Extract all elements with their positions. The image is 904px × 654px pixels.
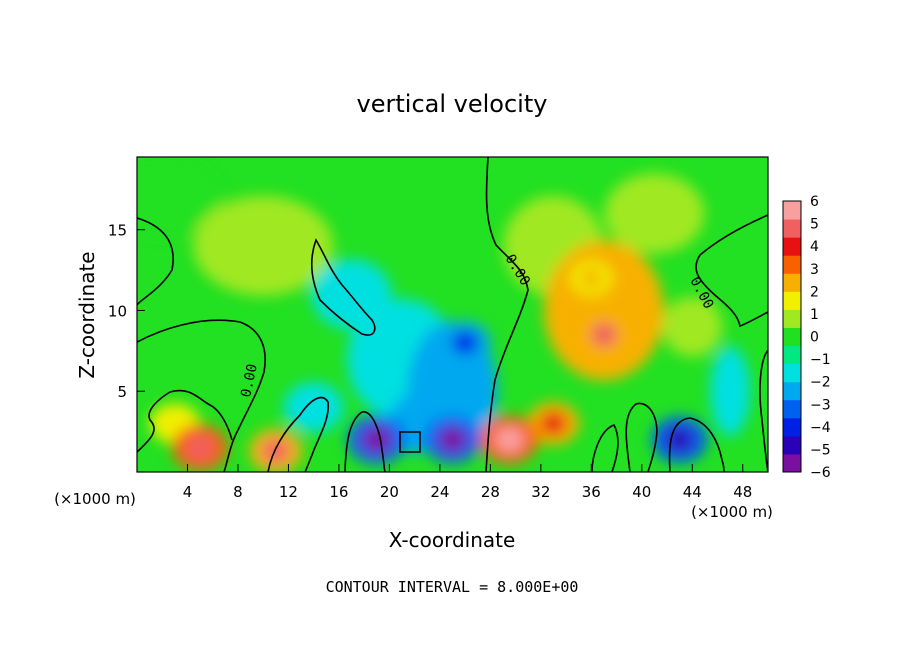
colorbar-tick-label: 1 (810, 307, 819, 323)
x-tick-label: 36 (582, 483, 601, 501)
x-tick-label: 4 (183, 483, 193, 501)
x-tick-label: 48 (733, 483, 752, 501)
x-tick-label: 24 (430, 483, 449, 501)
x-tick-label: 12 (279, 483, 298, 501)
colorbar-tick-label: −6 (810, 465, 831, 481)
chart-title: vertical velocity (357, 90, 548, 118)
contour-line (344, 411, 386, 472)
y-tick-label: 10 (108, 302, 127, 320)
colorbar-tick-label: −5 (810, 442, 831, 458)
x-tick-label: 20 (380, 483, 399, 501)
x-tick-label: 44 (683, 483, 702, 501)
field-feature-core (438, 427, 467, 453)
field-region (283, 382, 344, 433)
y-axis-label: Z-coordinate (75, 251, 99, 378)
field-region (137, 157, 223, 238)
colorbar-band (783, 345, 801, 365)
colorbar-tick-label: 5 (810, 217, 819, 233)
colorbar-tick-label: −1 (810, 352, 831, 368)
colorbar-band (783, 219, 801, 238)
contour-label: 0.00 (238, 363, 261, 399)
field-feature-core (590, 323, 618, 347)
colorbar-tick-label: 6 (810, 194, 819, 210)
colorbar: 6 5 4 3 2 1 0 −1 −2 −3 −4 −5 −6 (782, 194, 831, 481)
contour-line (625, 402, 658, 472)
plot-area (137, 157, 768, 472)
contour-line (267, 396, 329, 472)
contour-line (137, 389, 233, 453)
colorbar-band (783, 309, 801, 328)
x-tick-label: 40 (632, 483, 651, 501)
contour-line (668, 417, 725, 472)
field-feature-core (580, 268, 602, 288)
field-feature-core (186, 435, 215, 461)
colorbar-band (783, 435, 801, 455)
field-region (604, 173, 705, 254)
y-tick-label: 5 (117, 383, 127, 401)
field-feature-core (262, 439, 290, 463)
field-region (193, 195, 334, 296)
colorbar-tick-label: −2 (810, 375, 831, 391)
x-tick-label: 32 (531, 483, 550, 501)
contour-line (310, 238, 376, 336)
contour-line (137, 319, 266, 472)
colorbar-frame (782, 200, 802, 473)
colorbar-band (783, 273, 801, 292)
y-axis: 5 10 15 (108, 222, 145, 401)
contour-interval-text: CONTOUR INTERVAL = 8.000E+00 (326, 578, 579, 596)
colorbar-band (783, 363, 801, 383)
contour-line (695, 214, 768, 328)
colorbar-band (783, 453, 801, 473)
colorbar-band (783, 237, 801, 256)
colorbar-band (783, 381, 801, 401)
colorbar-tick-label: −3 (810, 397, 831, 413)
x-tick-label: 16 (329, 483, 348, 501)
field-feature-core (494, 426, 524, 453)
contour-line (485, 157, 529, 472)
contour-line (759, 349, 768, 472)
field-region (710, 346, 751, 437)
colorbar-tick-label: 4 (810, 239, 819, 255)
colorbar-band (783, 417, 801, 437)
x-axis-label: X-coordinate (389, 528, 516, 552)
colorbar-band (783, 291, 801, 310)
colorbar-tick-label: 2 (810, 284, 819, 300)
x-tick-label: 8 (233, 483, 243, 501)
colorbar-tick-label: 0 (810, 330, 819, 346)
x-tick-label: 28 (481, 483, 500, 501)
field-feature-core (362, 426, 392, 453)
colorbar-band (783, 255, 801, 274)
plot-frame (136, 156, 769, 473)
colorbar-tick-label: 3 (810, 262, 819, 278)
contour-line (591, 424, 619, 472)
colorbar-band (783, 399, 801, 419)
colorbar-band (783, 201, 801, 220)
y-tick-label: 15 (108, 222, 127, 240)
zero-contours (137, 157, 768, 472)
x-unit-label: (×1000 m) (54, 490, 136, 508)
contour-line (137, 217, 174, 306)
field-region (543, 240, 664, 381)
colorbar-band (783, 327, 801, 347)
x-unit-label-right: (×1000 m) (691, 503, 773, 521)
x-axis: 4 8 12 16 20 24 28 32 36 40 44 48 (183, 464, 752, 501)
colorbar-tick-label: −4 (810, 420, 831, 436)
field-feature-core (540, 412, 567, 435)
field-feature-core (452, 331, 478, 355)
contour-line (399, 431, 421, 453)
field-region (662, 296, 723, 357)
velocity-field (137, 157, 751, 472)
